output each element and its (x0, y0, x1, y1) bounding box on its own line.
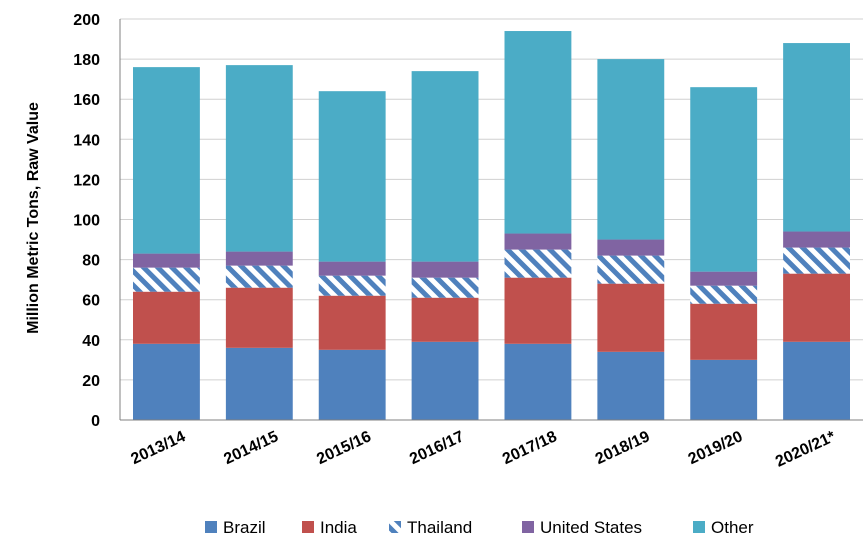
legend-swatch-india (302, 521, 314, 533)
legend: Brazil India Thailand United States Other (205, 518, 754, 537)
bar-segment-brazil (783, 341, 850, 420)
y-tick-label: 0 (91, 413, 100, 430)
x-tick-label: 2014/15 (221, 428, 281, 468)
bar-segment-india (597, 283, 665, 352)
bar-segment-thailand (597, 255, 665, 284)
bar-segment-india (504, 277, 572, 344)
y-tick-label: 20 (82, 373, 100, 390)
x-tick-label: 2013/14 (129, 428, 189, 468)
y-tick-label: 60 (82, 293, 100, 310)
bars (133, 31, 850, 420)
x-tick-label: 2020/21* (773, 428, 839, 471)
bar-segment-united-states (504, 233, 572, 250)
bar-segment-india (411, 297, 479, 342)
bar-segment-thailand (318, 275, 386, 296)
bar-segment-other (225, 65, 293, 252)
y-tick-label: 140 (73, 132, 100, 149)
bar-segment-thailand (504, 249, 572, 278)
y-tick-label: 40 (82, 333, 100, 350)
bar-segment-india (225, 287, 293, 348)
bar-segment-other (597, 59, 665, 240)
bar-segment-india (783, 273, 850, 342)
bar-segment-united-states (225, 251, 293, 266)
bar-segment-india (690, 303, 758, 360)
y-tick-label: 100 (73, 213, 100, 230)
x-tick-label: 2017/18 (500, 428, 560, 468)
bar-segment-other (318, 91, 386, 262)
bar-segment-brazil (597, 351, 665, 420)
legend-swatch-brazil (205, 521, 217, 533)
x-tick-label: 2016/17 (407, 428, 467, 468)
legend-swatch-united-states (522, 521, 534, 533)
bar-segment-brazil (504, 343, 572, 420)
bar-segment-other (504, 31, 572, 234)
bar-segment-united-states (318, 261, 386, 276)
bar-segment-brazil (411, 341, 479, 420)
legend-swatch-thailand (389, 521, 401, 533)
legend-label: Other (711, 518, 754, 537)
legend-label: United States (540, 518, 642, 537)
bar-segment-other (690, 87, 758, 272)
bar-segment-thailand (783, 247, 850, 274)
y-tick-label: 120 (73, 172, 100, 189)
bar-segment-brazil (225, 347, 293, 420)
legend-swatch-other (693, 521, 705, 533)
bar-segment-thailand (133, 267, 200, 292)
legend-label: India (320, 518, 357, 537)
bar-segment-other (133, 67, 200, 254)
y-tick-label: 80 (82, 253, 100, 270)
bar-segment-other (411, 71, 479, 262)
bar-segment-india (318, 295, 386, 350)
bar-segment-thailand (411, 277, 479, 298)
legend-label: Thailand (407, 518, 472, 537)
bar-segment-united-states (133, 253, 200, 268)
bar-segment-united-states (411, 261, 479, 278)
bar-segment-brazil (318, 349, 386, 420)
legend-label: Brazil (223, 518, 266, 537)
x-tick-label: 2015/16 (314, 428, 374, 468)
bar-segment-brazil (690, 359, 758, 420)
bar-segment-united-states (597, 239, 665, 256)
y-axis-label: Million Metric Tons, Raw Value (25, 102, 42, 334)
bar-segment-other (783, 43, 850, 232)
bar-segment-thailand (225, 265, 293, 288)
x-tick-label: 2019/20 (686, 428, 746, 468)
x-tick-label: 2018/19 (593, 428, 653, 468)
bar-segment-india (133, 291, 200, 344)
bar-segment-brazil (133, 343, 200, 420)
y-tick-label: 160 (73, 92, 100, 109)
y-tick-label: 180 (73, 52, 100, 69)
y-tick-label: 200 (73, 12, 100, 29)
bar-segment-united-states (690, 271, 758, 286)
bar-segment-thailand (690, 285, 758, 304)
bar-segment-united-states (783, 231, 850, 248)
